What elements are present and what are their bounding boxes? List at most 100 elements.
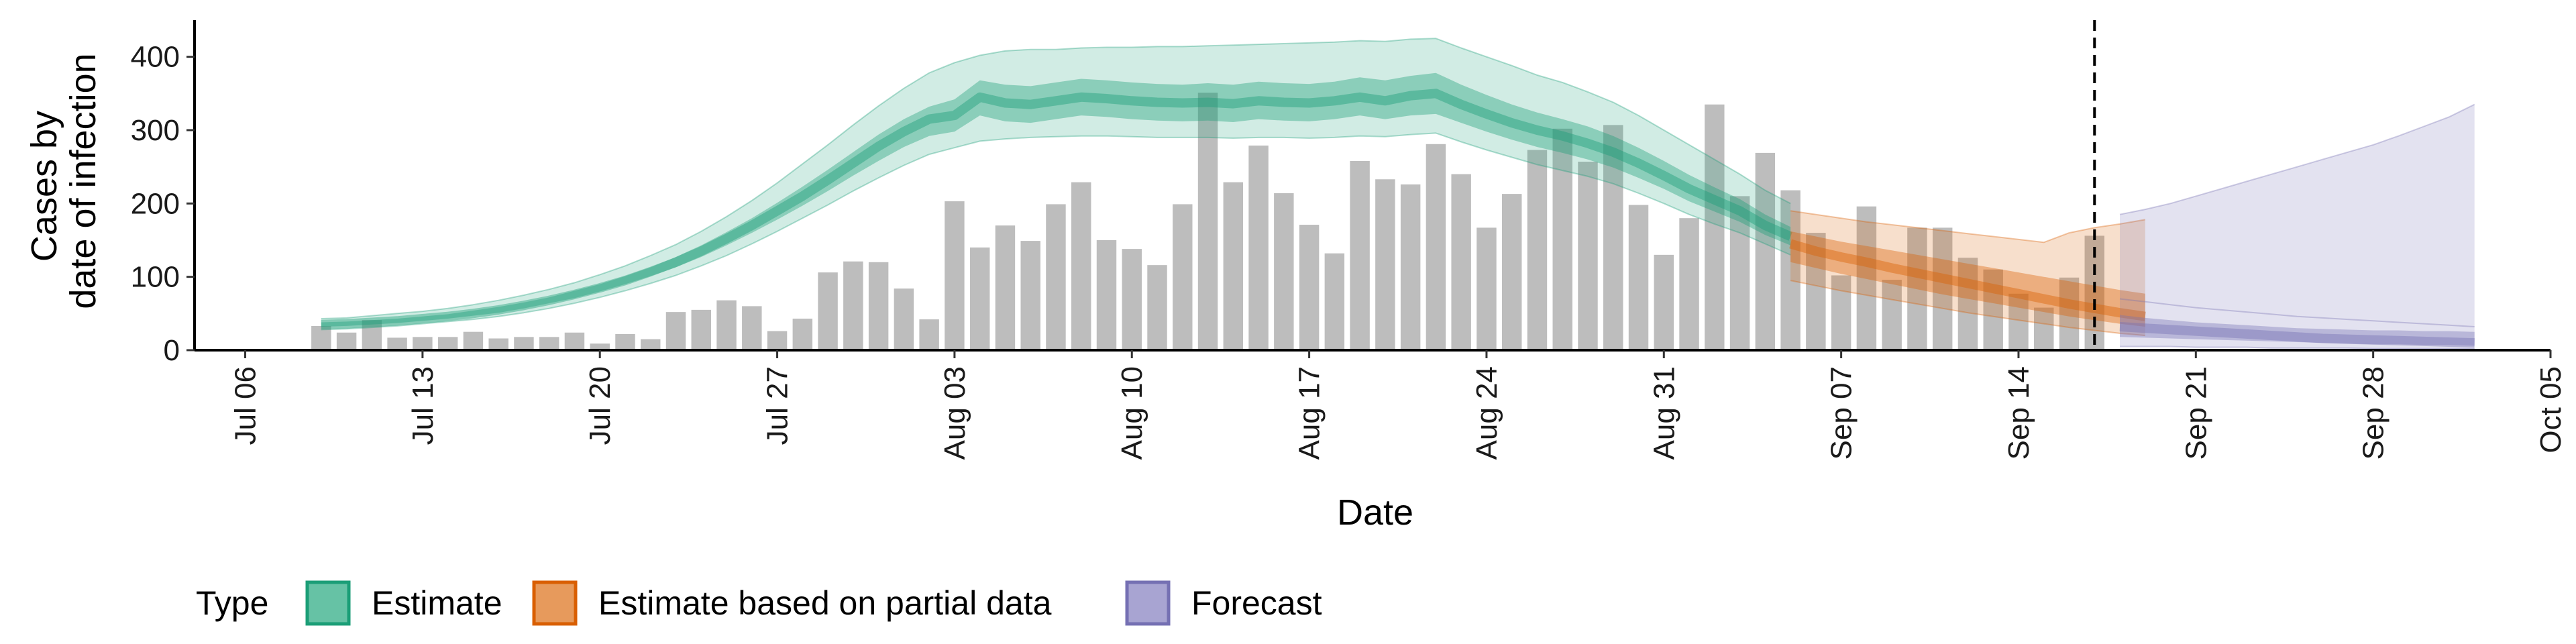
x-tick-label: Oct 05 xyxy=(2534,366,2567,453)
x-axis-title: Date xyxy=(1337,492,1413,533)
case-bar xyxy=(1957,258,1978,350)
case-bar xyxy=(691,309,711,350)
case-bar xyxy=(1400,184,1421,350)
axis-labels: Date Cases by date of infection xyxy=(24,53,1413,533)
x-tick-label: Jul 06 xyxy=(229,366,262,445)
reported-cases-bars xyxy=(311,93,2104,351)
case-bar xyxy=(665,312,686,350)
case-bar xyxy=(311,325,331,350)
case-bar xyxy=(1046,204,1066,350)
case-bar xyxy=(463,331,484,350)
legend-key xyxy=(305,580,351,626)
x-tick-label: Aug 10 xyxy=(1116,366,1148,460)
case-bar xyxy=(1578,162,1598,350)
partial-ribbon-90 xyxy=(1790,211,2145,336)
case-bar xyxy=(1350,160,1370,351)
case-bar xyxy=(792,318,813,350)
case-bar xyxy=(1654,254,1674,350)
x-tick-label: Aug 31 xyxy=(1648,366,1680,460)
x-tick-label: Jul 13 xyxy=(407,366,439,445)
estimate-ribbon-90-edge xyxy=(321,132,1791,331)
case-bar xyxy=(1122,249,1142,350)
case-bar xyxy=(336,332,357,350)
case-bar xyxy=(514,337,534,350)
case-bar xyxy=(1527,150,1548,350)
case-bar xyxy=(1451,174,1471,350)
legend-label: Forecast xyxy=(1191,584,1322,622)
case-bar xyxy=(818,272,838,350)
partial-ribbon-90-edge xyxy=(1790,210,2145,244)
case-bar xyxy=(1375,179,1395,350)
x-tick-label: Jul 27 xyxy=(761,366,794,445)
x-tick-label: Sep 14 xyxy=(2002,366,2035,460)
forecast-ribbon-90-edge xyxy=(2120,345,2475,350)
x-tick-label: Sep 28 xyxy=(2357,366,2390,460)
case-bar xyxy=(1729,196,1750,350)
case-bar xyxy=(1679,218,1699,350)
case-bar xyxy=(995,225,1016,350)
case-bar xyxy=(1705,104,1725,350)
case-bar xyxy=(716,300,737,350)
forecast-ribbon-50 xyxy=(2120,315,2475,346)
case-bar xyxy=(767,331,788,350)
case-bar xyxy=(2034,307,2054,350)
case-bar xyxy=(1147,265,1167,350)
case-bar xyxy=(1197,93,1218,351)
case-bar xyxy=(1299,225,1320,350)
case-bar xyxy=(362,320,382,350)
case-bar xyxy=(413,337,433,350)
case-bar xyxy=(590,343,610,350)
case-bar xyxy=(387,337,407,350)
partial-ribbon-90-edge xyxy=(1790,280,2145,337)
forecast-ribbon-90-edge xyxy=(2119,103,2475,215)
legend-key xyxy=(532,580,578,626)
x-tick-label: Sep 21 xyxy=(2180,366,2212,460)
case-bar xyxy=(1274,193,1294,350)
partial-median-line xyxy=(1789,239,2146,321)
y-axis-title: Cases by date of infection xyxy=(24,53,103,309)
case-bar xyxy=(945,201,965,350)
case-bar xyxy=(1248,145,1269,350)
forecast-ribbon-90 xyxy=(2120,104,2475,349)
case-bar xyxy=(641,339,661,350)
case-bar xyxy=(1882,280,1902,350)
case-bar xyxy=(868,262,889,350)
case-bar xyxy=(1223,182,1244,350)
legend: Type Estimate Estimate based on partial da… xyxy=(196,580,1322,626)
y-tick-label: 200 xyxy=(131,187,180,220)
case-bar xyxy=(1501,194,1522,350)
estimate-ribbons xyxy=(321,38,2475,350)
case-bar xyxy=(488,338,508,350)
case-bar xyxy=(1603,125,1623,350)
case-bar xyxy=(919,319,939,350)
case-bar xyxy=(539,337,559,350)
forecast-ribbon-edge xyxy=(2119,298,2475,327)
x-tick-label: Sep 07 xyxy=(1825,366,1858,460)
case-bar xyxy=(2008,293,2029,350)
case-bar xyxy=(1324,253,1345,350)
case-bar xyxy=(1628,205,1649,350)
case-bar xyxy=(1477,227,1497,350)
case-bar xyxy=(969,247,990,350)
forecast-median-line xyxy=(2119,322,2475,348)
estimate-median-line xyxy=(321,89,1792,329)
y-tick-label: 400 xyxy=(131,41,180,74)
case-bar xyxy=(437,337,458,350)
x-tick-label: Jul 20 xyxy=(584,366,616,445)
case-bar xyxy=(1173,204,1193,350)
y-axis-title-line-1: Cases by xyxy=(24,111,64,262)
case-bar xyxy=(1831,275,1851,350)
case-bar xyxy=(1071,182,1091,350)
axes: 0 100 200 300 400 Jul 06 Jul 13 Jul 20 Jul 27 Aug… xyxy=(131,20,2567,460)
estimate-ribbon-90 xyxy=(321,38,1791,330)
case-bar xyxy=(1983,269,2003,350)
case-bar xyxy=(1907,227,1927,350)
y-axis-title-line-2: date of infection xyxy=(63,53,103,309)
x-tick-label: Aug 17 xyxy=(1293,366,1326,460)
case-bar xyxy=(894,288,914,350)
legend-label: Estimate xyxy=(372,584,502,622)
case-bar xyxy=(742,306,762,350)
y-tick-label: 0 xyxy=(164,334,180,367)
y-tick-label: 100 xyxy=(131,261,180,294)
